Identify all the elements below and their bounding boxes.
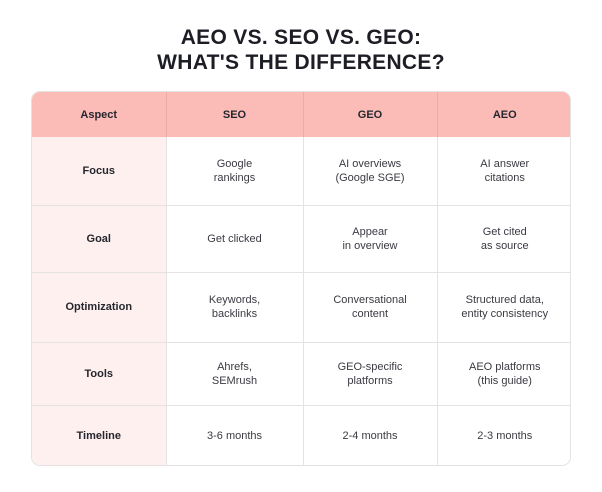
cell-optimization-geo: Conversational content — [303, 272, 438, 343]
page-title: AEO VS. SEO VS. GEO: WHAT'S THE DIFFEREN… — [0, 25, 602, 75]
cell-tools-geo: GEO-specific platforms — [303, 342, 438, 406]
cell-focus-geo: AI overviews (Google SGE) — [303, 137, 438, 206]
cell-goal-seo: Get clicked — [166, 205, 304, 273]
table-row-goal: Goal Get clicked Appear in overview Get … — [32, 205, 570, 273]
page-title-line-1: AEO VS. SEO VS. GEO: — [180, 26, 422, 49]
row-label-focus: Focus — [32, 137, 167, 206]
cell-goal-aeo: Get cited as source — [437, 205, 570, 273]
table-row-optimization: Optimization Keywords, backlinks Convers… — [32, 272, 570, 343]
cell-goal-geo: Appear in overview — [303, 205, 438, 273]
row-label-optimization: Optimization — [32, 272, 167, 343]
cell-tools-aeo: AEO platforms (this guide) — [437, 342, 570, 406]
comparison-table-container: Aspect SEO GEO AEO Focus Google rankings… — [31, 91, 571, 466]
table-row-focus: Focus Google rankings AI overviews (Goog… — [32, 137, 570, 206]
cell-timeline-seo: 3-6 months — [166, 405, 304, 465]
cell-optimization-seo: Keywords, backlinks — [166, 272, 304, 343]
cell-focus-aeo: AI answer citations — [437, 137, 570, 206]
table-row-tools: Tools Ahrefs, SEMrush GEO-specific platf… — [32, 342, 570, 406]
column-header-geo: GEO — [303, 92, 438, 137]
column-header-aspect: Aspect — [32, 92, 167, 137]
column-header-aeo: AEO — [437, 92, 570, 137]
row-label-tools: Tools — [32, 342, 167, 406]
column-header-seo: SEO — [166, 92, 304, 137]
cell-timeline-aeo: 2-3 months — [437, 405, 570, 465]
cell-timeline-geo: 2-4 months — [303, 405, 438, 465]
table-header-row: Aspect SEO GEO AEO — [32, 92, 570, 137]
cell-optimization-aeo: Structured data, entity consistency — [437, 272, 570, 343]
table-row-timeline: Timeline 3-6 months 2-4 months 2-3 month… — [32, 405, 570, 465]
page-title-line-2: WHAT'S THE DIFFERENCE? — [157, 51, 445, 74]
row-label-timeline: Timeline — [32, 405, 167, 465]
cell-focus-seo: Google rankings — [166, 137, 304, 206]
cell-tools-seo: Ahrefs, SEMrush — [166, 342, 304, 406]
comparison-table: Aspect SEO GEO AEO Focus Google rankings… — [32, 92, 570, 465]
row-label-goal: Goal — [32, 205, 167, 273]
